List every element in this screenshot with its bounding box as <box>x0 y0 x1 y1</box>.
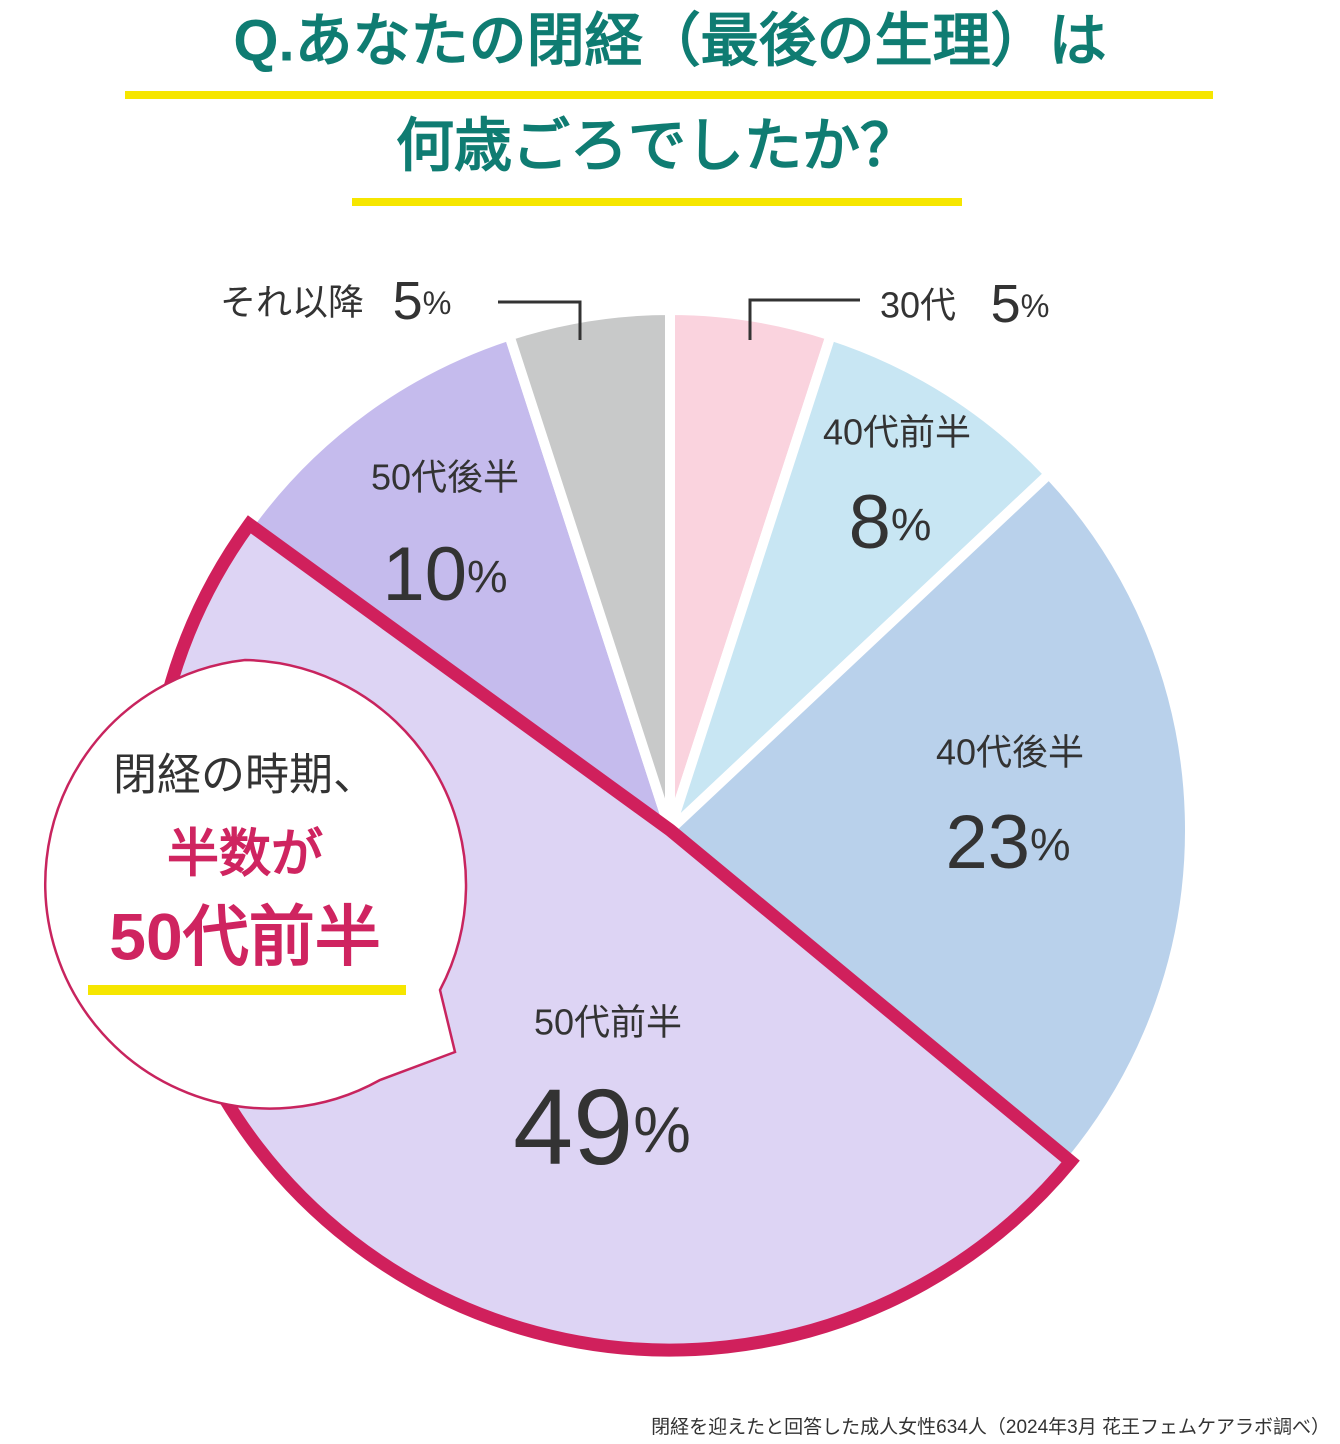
title: Q.あなたの閉経（最後の生理）は <box>233 8 1106 73</box>
value-label: 49% <box>513 1066 691 1187</box>
category-label: それ以降 <box>220 282 364 323</box>
category-label: 40代前半 <box>823 412 971 453</box>
callout-text: 半数が <box>167 826 323 884</box>
category-label: 30代 <box>880 285 956 326</box>
title-underline <box>125 91 1213 99</box>
title-underline <box>352 198 962 206</box>
callout-text: 閉経の時期、 <box>113 751 377 800</box>
callout-text: 50代前半 <box>109 899 380 973</box>
pie-slice <box>665 469 1195 1167</box>
note: 閉経を迎えたと回答した成人女性634人（2024年3月 花王フェムケアラボ調べ） <box>651 1416 1330 1438</box>
pie-slice <box>244 330 675 835</box>
pie-slice <box>665 330 1055 835</box>
callout-underline <box>88 985 406 995</box>
value-label: 10% <box>382 532 507 617</box>
callout-bubble <box>44 658 468 1110</box>
category-label: 50代前半 <box>534 1002 682 1043</box>
value-label: 23% <box>945 800 1070 885</box>
labels: 30代 5% 40代前半 8% 40代後半 23% 50代前半 49% 50代後半 10% それ以降… <box>220 271 1084 1186</box>
title: 何歳ごろでしたか？ <box>396 113 918 178</box>
value-label: 5% <box>991 274 1050 334</box>
leader-line <box>748 298 860 340</box>
value-label: 5% <box>393 271 452 331</box>
leader-line <box>498 300 582 340</box>
category-label: 50代後半 <box>371 457 519 498</box>
pie-slice <box>504 305 675 835</box>
category-label: 40代後半 <box>936 732 1084 773</box>
value-label: 8% <box>849 480 932 565</box>
